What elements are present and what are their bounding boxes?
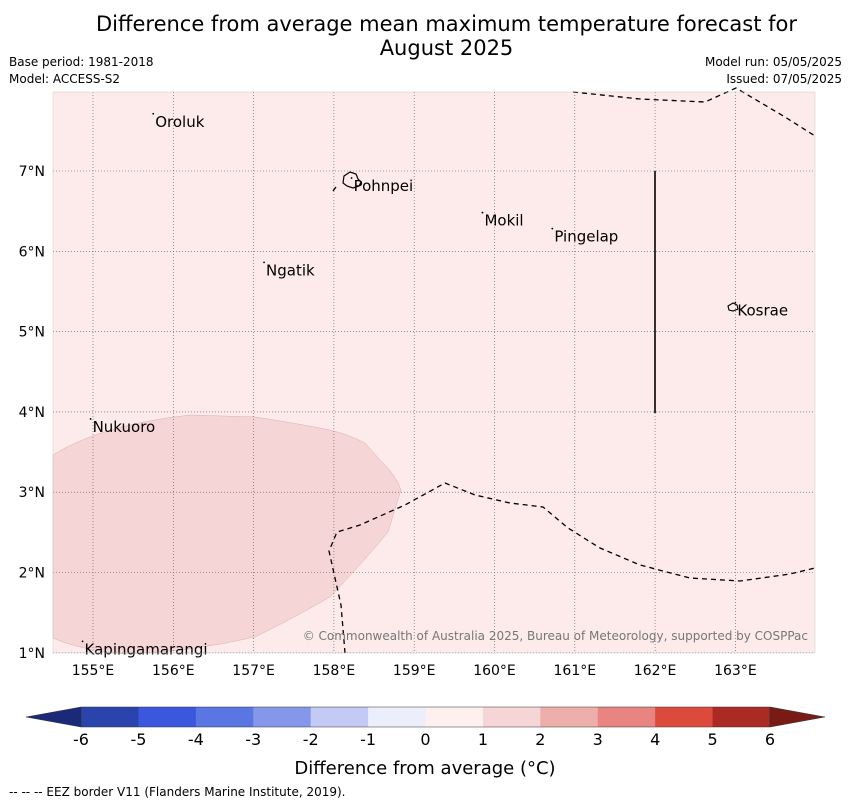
colorbar-swatch xyxy=(138,707,197,727)
place-marker xyxy=(89,418,92,420)
base-period-text: Base period: 1981-2018 xyxy=(9,55,154,69)
axis-labels: 155°E 156°E 157°E 158°E 159°E 160°E 161°E 162°E… xyxy=(19,164,757,679)
longitude-label: 158°E xyxy=(313,663,356,679)
colorbar-tick-label: -3 xyxy=(245,730,261,749)
colorbar-swatch xyxy=(368,707,426,727)
longitude-label: 157°E xyxy=(232,663,275,679)
longitude-label: 159°E xyxy=(393,663,436,679)
place-label: Kapingamarangi xyxy=(85,640,208,658)
latitude-label: 3°N xyxy=(19,485,45,501)
colorbar-tick-label: 3 xyxy=(593,730,603,749)
place-marker xyxy=(350,177,353,179)
chart-title: Difference from average mean maximum tem… xyxy=(0,12,850,60)
colorbar-tick-label: 0 xyxy=(420,730,430,749)
colorbar-tick-label: 1 xyxy=(478,730,488,749)
colorbar-label: Difference from average (°C) xyxy=(294,758,555,779)
colorbar-tick-label: 2 xyxy=(535,730,545,749)
colorbar: -6 -5 -4 -3 -2 -1 0 1 2 3 4 5 6 xyxy=(25,706,826,749)
copyright-text: © Commonwealth of Australia 2025, Bureau… xyxy=(303,629,808,643)
colorbar-swatch xyxy=(310,707,369,727)
graticule xyxy=(53,92,815,654)
meta-right: Model run: 05/05/2025 Issued: 07/05/2025 xyxy=(705,54,842,88)
place-marker xyxy=(152,112,155,115)
eez-short-segment xyxy=(332,186,337,192)
latitude-label: 4°N xyxy=(19,405,45,421)
place-marker xyxy=(263,261,265,264)
place-marker xyxy=(734,301,737,304)
colorbar-swatch xyxy=(597,707,656,727)
colorbar-swatch xyxy=(81,707,139,727)
colorbar-swatch xyxy=(195,707,254,727)
colorbar-over-extension xyxy=(769,706,826,728)
colorbar-tick-label: -1 xyxy=(360,730,376,749)
issued-text: Issued: 07/05/2025 xyxy=(726,72,842,86)
model-run-text: Model run: 05/05/2025 xyxy=(704,55,842,69)
map-area[interactable]: Oroluk Pohnpei Mokil Pingelap Ngatik Kosrae Nu… xyxy=(52,87,816,658)
place-marker xyxy=(551,227,554,230)
place-label: Oroluk xyxy=(155,113,204,131)
colorbar-tick-label: 5 xyxy=(707,730,717,749)
place-label: Kosrae xyxy=(737,302,788,320)
colorbar-tick-label: -4 xyxy=(188,730,204,749)
colorbar-swatch xyxy=(540,707,599,727)
place-label: Pohnpei xyxy=(354,177,414,195)
kosrae-island-outline xyxy=(727,302,739,312)
latitude-label: 5°N xyxy=(19,325,45,341)
footer-note: -- -- -- EEZ border V11 (Flanders Marine… xyxy=(9,785,346,799)
anomaly-region-1-to-2 xyxy=(52,414,402,655)
eez-border-north xyxy=(572,87,816,137)
colorbar-tick-label: -5 xyxy=(130,730,146,749)
title-line-2: August 2025 xyxy=(379,36,514,60)
title-line-1: Difference from average mean maximum tem… xyxy=(96,12,797,36)
longitude-label: 162°E xyxy=(634,663,677,679)
place-marker xyxy=(481,211,484,214)
colorbar-tick-label: 4 xyxy=(650,730,660,749)
colorbar-under-extension xyxy=(25,706,82,728)
longitude-label: 163°E xyxy=(714,663,757,679)
longitude-label: 160°E xyxy=(473,663,516,679)
map-frame xyxy=(52,91,816,654)
colorbar-swatch xyxy=(712,707,771,727)
place-marker xyxy=(81,640,84,643)
latitude-label: 6°N xyxy=(19,244,45,260)
latitude-label: 2°N xyxy=(19,566,45,582)
longitude-label: 161°E xyxy=(554,663,597,679)
latitude-label: 7°N xyxy=(19,164,45,180)
place-labels: Oroluk Pohnpei Mokil Pingelap Ngatik Kosrae Nu… xyxy=(81,112,788,658)
colorbar-frame xyxy=(80,706,771,728)
colorbar-tick-label: -2 xyxy=(303,730,319,749)
place-label: Mokil xyxy=(484,212,523,230)
latitude-label: 1°N xyxy=(19,646,45,662)
place-label: Pingelap xyxy=(554,228,618,246)
longitude-label: 156°E xyxy=(152,663,195,679)
colorbar-swatch xyxy=(425,707,484,727)
model-text: Model: ACCESS-S2 xyxy=(9,72,121,86)
colorbar-swatch xyxy=(655,707,714,727)
place-label: Ngatik xyxy=(266,261,315,279)
colorbar-swatch xyxy=(482,707,541,727)
colorbar-swatch xyxy=(253,707,312,727)
eez-border-south xyxy=(328,482,816,654)
place-label: Nukuoro xyxy=(93,418,156,436)
colorbar-tick-label: 6 xyxy=(765,730,775,749)
colorbar-tick-label: -6 xyxy=(73,730,89,749)
pohnpei-island-outline xyxy=(342,171,362,189)
longitude-label: 155°E xyxy=(72,663,115,679)
meta-left: Base period: 1981-2018 Model: ACCESS-S2 xyxy=(9,54,154,88)
